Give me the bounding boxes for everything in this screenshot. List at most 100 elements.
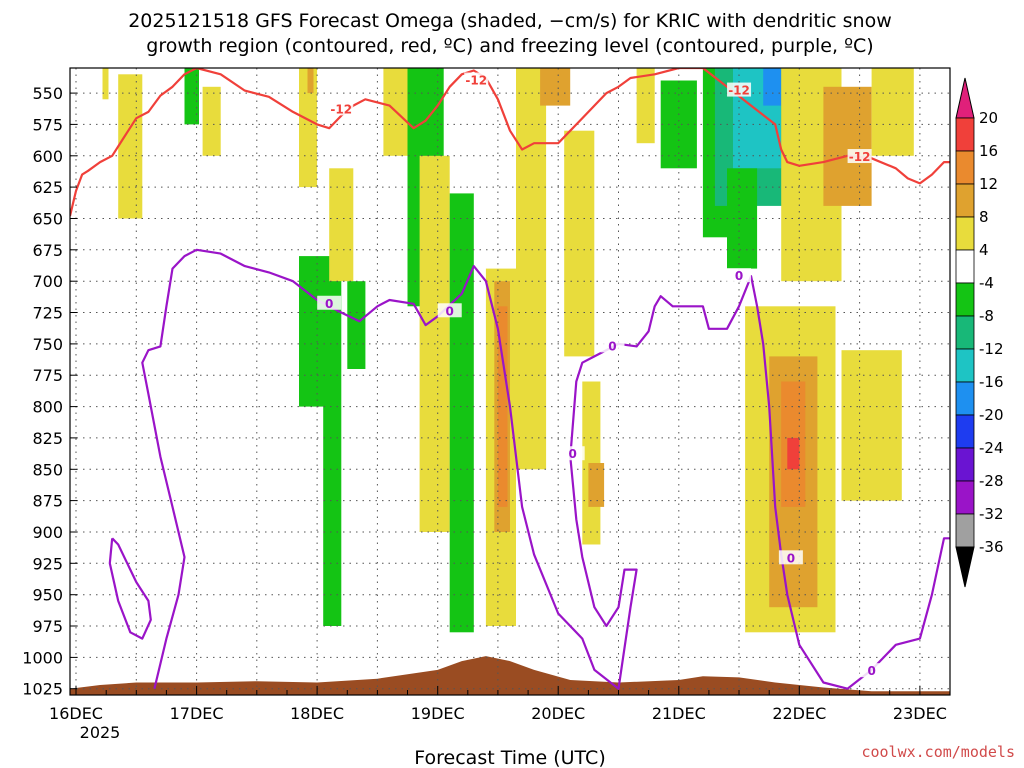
y-tick-label: 850: [32, 460, 63, 479]
y-tick-label: 875: [32, 492, 63, 511]
x-tick-label: 23DEC: [893, 704, 947, 723]
omega-patch: [540, 68, 571, 106]
chart-title-line-2: growth region (contoured, red, ºC) and f…: [146, 35, 873, 57]
contour-label-background: [727, 268, 752, 283]
colorbar-tick-label: 20: [979, 109, 998, 127]
x-tick-label: 16DEC: [49, 704, 103, 723]
omega-patch: [307, 68, 314, 94]
contour-label-background: [329, 101, 354, 116]
colorbar-tick-label: -8: [979, 307, 994, 325]
colorbar-tick-label: -36: [979, 538, 1004, 556]
omega-patch: [588, 463, 605, 507]
contour-label-background: [727, 82, 752, 97]
y-tick-label: 925: [32, 554, 63, 573]
x-tick-label: 17DEC: [170, 704, 224, 723]
y-tick-label: 950: [32, 586, 63, 605]
x-axis: 2025 16DEC 17DEC 18DEC 19DEC 20DEC 21DEC 22DEC…: [49, 686, 947, 742]
y-tick-label: 675: [32, 241, 63, 260]
colorbar-tick-label: -20: [979, 406, 1004, 424]
colorbar-bin: [955, 183, 975, 218]
y-tick-label: 700: [32, 272, 63, 291]
omega-patch: [564, 130, 595, 357]
colorbar-tick-label: 4: [979, 241, 989, 259]
colorbar-tick-label: -32: [979, 505, 1004, 523]
contour-label: 0: [735, 269, 743, 283]
contour-label-background: [317, 295, 342, 310]
omega-patch: [763, 68, 782, 106]
x-axis-label: Forecast Time (UTC): [414, 747, 605, 768]
y-tick-label: 725: [32, 304, 63, 323]
omega-patch: [787, 437, 800, 470]
colorbar-bin: [955, 348, 975, 383]
omega-patch: [202, 86, 221, 156]
contour-label-background: [778, 550, 803, 565]
contour-label: -12: [330, 102, 352, 116]
colorbar-over-triangle: [955, 77, 975, 119]
x-tick-label: 19DEC: [411, 704, 465, 723]
y-tick-label: 750: [32, 335, 63, 354]
plot-frame: [69, 67, 951, 696]
colorbar-bin: [955, 447, 975, 482]
colorbar-bin: [955, 414, 975, 449]
contour-label-background: [859, 663, 884, 678]
contour-label: 0: [787, 551, 795, 565]
y-tick-label: 775: [32, 366, 63, 385]
colorbar-bin: [955, 216, 975, 251]
y-tick-label: 600: [32, 147, 63, 166]
omega-patch: [516, 68, 547, 470]
omega-patch: [841, 350, 902, 501]
contours: -12 -12 -12 -12 0 0 0 0 0 0 0: [70, 68, 950, 690]
colorbar-tick-label: 16: [979, 142, 998, 160]
omega-patch: [118, 74, 143, 219]
x-tick-label: 21DEC: [652, 704, 706, 723]
omega-patch: [184, 68, 199, 125]
y-tick-label: 1000: [22, 648, 63, 667]
contour-label: 0: [867, 664, 875, 678]
credit-text: coolwx.com/models: [861, 743, 1015, 761]
y-tick-label: 900: [32, 523, 63, 542]
colorbar-bin: [955, 150, 975, 185]
y-tick-label: 1025: [22, 680, 63, 699]
omega-patch: [329, 168, 354, 282]
omega-patch: [660, 80, 697, 169]
y-tick-label: 550: [32, 84, 63, 103]
x-tick-label: 18DEC: [290, 704, 344, 723]
colorbar-bin: [955, 315, 975, 350]
omega-patch: [449, 193, 474, 633]
colorbar: 20 16 12 8 4 -4 -8 -12 -16 -20 -24 -28 -32 -36: [955, 77, 1004, 588]
y-tick-label: 575: [32, 115, 63, 134]
grid-lines: [70, 68, 950, 695]
colorbar-bin: [955, 513, 975, 548]
y-tick-label: 625: [32, 178, 63, 197]
contour-label-background: [600, 338, 625, 353]
contour-label: 0: [569, 447, 577, 461]
omega-patch: [497, 306, 508, 507]
y-tick-label: 650: [32, 210, 63, 229]
colorbar-tick-label: -4: [979, 274, 994, 292]
contour-label: 0: [325, 297, 333, 311]
contour-label-background: [847, 149, 872, 164]
omega-patch: [727, 168, 758, 269]
omega-patch: [102, 68, 109, 100]
x-year-label: 2025: [80, 723, 121, 742]
colorbar-bin: [955, 249, 975, 284]
y-tick-label: 975: [32, 617, 63, 636]
colorbar-bin: [955, 117, 975, 152]
omega-patch: [636, 68, 655, 144]
terrain-surface: [70, 656, 950, 695]
contour-label: -12: [728, 84, 750, 98]
colorbar-tick-label: -24: [979, 439, 1004, 457]
colorbar-bin: [955, 480, 975, 515]
omega-patch: [871, 68, 914, 156]
omega-patch: [299, 68, 318, 188]
contour-label-background: [560, 446, 585, 461]
colorbar-tick-label: 8: [979, 208, 989, 226]
x-tick-label: 20DEC: [531, 704, 585, 723]
y-tick-label: 800: [32, 398, 63, 417]
chart-title-line-1: 2025121518 GFS Forecast Omega (shaded, −…: [128, 10, 892, 32]
contour-label: 0: [446, 304, 454, 318]
contour-label: 0: [608, 339, 616, 353]
omega-patch: [323, 268, 342, 626]
omega-patch: [823, 86, 872, 206]
